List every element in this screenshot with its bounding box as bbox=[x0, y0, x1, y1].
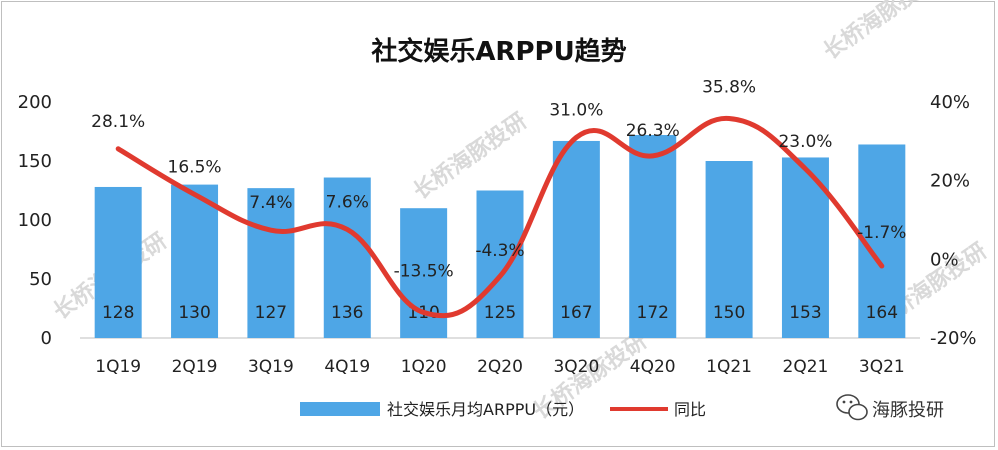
line-value-labels: 28.1% 16.5% 7.4% 7.6% -13.5% -4.3% 31.0% 26.3% 3… bbox=[91, 78, 906, 282]
bar-value-label: 167 bbox=[560, 303, 592, 323]
line-value-label: 28.1% bbox=[91, 112, 145, 132]
right-tick-label: -20% bbox=[930, 328, 977, 349]
right-tick-label: 40% bbox=[930, 92, 970, 113]
x-axis-categories: 1Q19 2Q19 3Q19 4Q19 1Q20 2Q20 3Q20 4Q20 1Q21 2Q21… bbox=[95, 357, 904, 377]
x-category-label: 4Q20 bbox=[630, 357, 676, 377]
left-axis: 0 50 100 150 200 bbox=[18, 92, 52, 349]
bar bbox=[323, 177, 371, 338]
x-category-label: 2Q19 bbox=[172, 357, 218, 377]
bar bbox=[552, 140, 600, 338]
bar-value-label: 127 bbox=[255, 303, 287, 323]
line-value-label: -4.3% bbox=[475, 241, 524, 261]
left-tick-label: 100 bbox=[18, 210, 52, 231]
yoy-line bbox=[115, 116, 885, 319]
legend-line-label: 同比 bbox=[674, 400, 706, 419]
bar bbox=[705, 161, 753, 338]
bar-value-label: 172 bbox=[637, 303, 669, 323]
line-value-label: 16.5% bbox=[168, 157, 222, 177]
bar-value-labels: 128 130 127 136 110 125 167 172 150 153 164 bbox=[102, 303, 898, 323]
legend-bar-label: 社交娱乐月均ARPPU（元） bbox=[387, 400, 584, 419]
left-tick-label: 0 bbox=[41, 328, 52, 349]
bar bbox=[94, 186, 142, 338]
legend: 社交娱乐月均ARPPU（元） 同比 bbox=[300, 400, 706, 419]
bar bbox=[629, 135, 677, 338]
line-value-label: -13.5% bbox=[394, 261, 454, 281]
right-tick-label: 0% bbox=[930, 249, 959, 270]
bar-value-label: 125 bbox=[484, 303, 516, 323]
bar-series bbox=[94, 135, 906, 338]
x-category-label: 4Q19 bbox=[324, 357, 370, 377]
x-category-label: 2Q21 bbox=[783, 357, 829, 377]
line-value-label: 26.3% bbox=[626, 121, 680, 141]
line-value-label: 35.8% bbox=[702, 78, 756, 98]
line-value-label: 31.0% bbox=[549, 100, 603, 120]
left-tick-label: 150 bbox=[18, 151, 52, 172]
bar-value-label: 150 bbox=[713, 303, 745, 323]
bar-value-label: 153 bbox=[789, 303, 821, 323]
line-value-label: 7.4% bbox=[249, 193, 292, 213]
brand-name: 海豚投研 bbox=[872, 400, 944, 421]
x-category-label: 1Q21 bbox=[706, 357, 752, 377]
legend-bar-swatch bbox=[300, 402, 380, 416]
wechat-icon bbox=[836, 394, 868, 421]
x-category-label: 3Q20 bbox=[553, 357, 599, 377]
chart-title: 社交娱乐ARPPU趋势 bbox=[371, 36, 626, 67]
bar-value-label: 136 bbox=[331, 303, 363, 323]
x-category-label: 1Q20 bbox=[401, 357, 447, 377]
watermark-text: 长桥海豚投研 bbox=[409, 108, 532, 205]
line-value-label: -1.7% bbox=[857, 223, 906, 243]
watermark-text: 长桥海豚投研 bbox=[819, 0, 942, 65]
bar-value-label: 128 bbox=[102, 303, 134, 323]
bar-value-label: 164 bbox=[866, 303, 898, 323]
left-tick-label: 50 bbox=[29, 269, 52, 290]
line-value-label: 23.0% bbox=[778, 132, 832, 152]
brand: 海豚投研 bbox=[836, 394, 944, 421]
x-category-label: 3Q21 bbox=[859, 357, 905, 377]
right-tick-label: 20% bbox=[930, 171, 970, 192]
left-tick-label: 200 bbox=[18, 92, 52, 113]
bar bbox=[476, 190, 524, 338]
bar bbox=[247, 188, 295, 338]
bar-value-label: 130 bbox=[178, 303, 210, 323]
right-axis: -20% 0% 20% 40% bbox=[930, 92, 977, 349]
x-category-label: 2Q20 bbox=[477, 357, 523, 377]
x-category-label: 3Q19 bbox=[248, 357, 294, 377]
line-value-label: 7.6% bbox=[326, 192, 369, 212]
x-category-label: 1Q19 bbox=[95, 357, 141, 377]
bar bbox=[171, 184, 219, 338]
